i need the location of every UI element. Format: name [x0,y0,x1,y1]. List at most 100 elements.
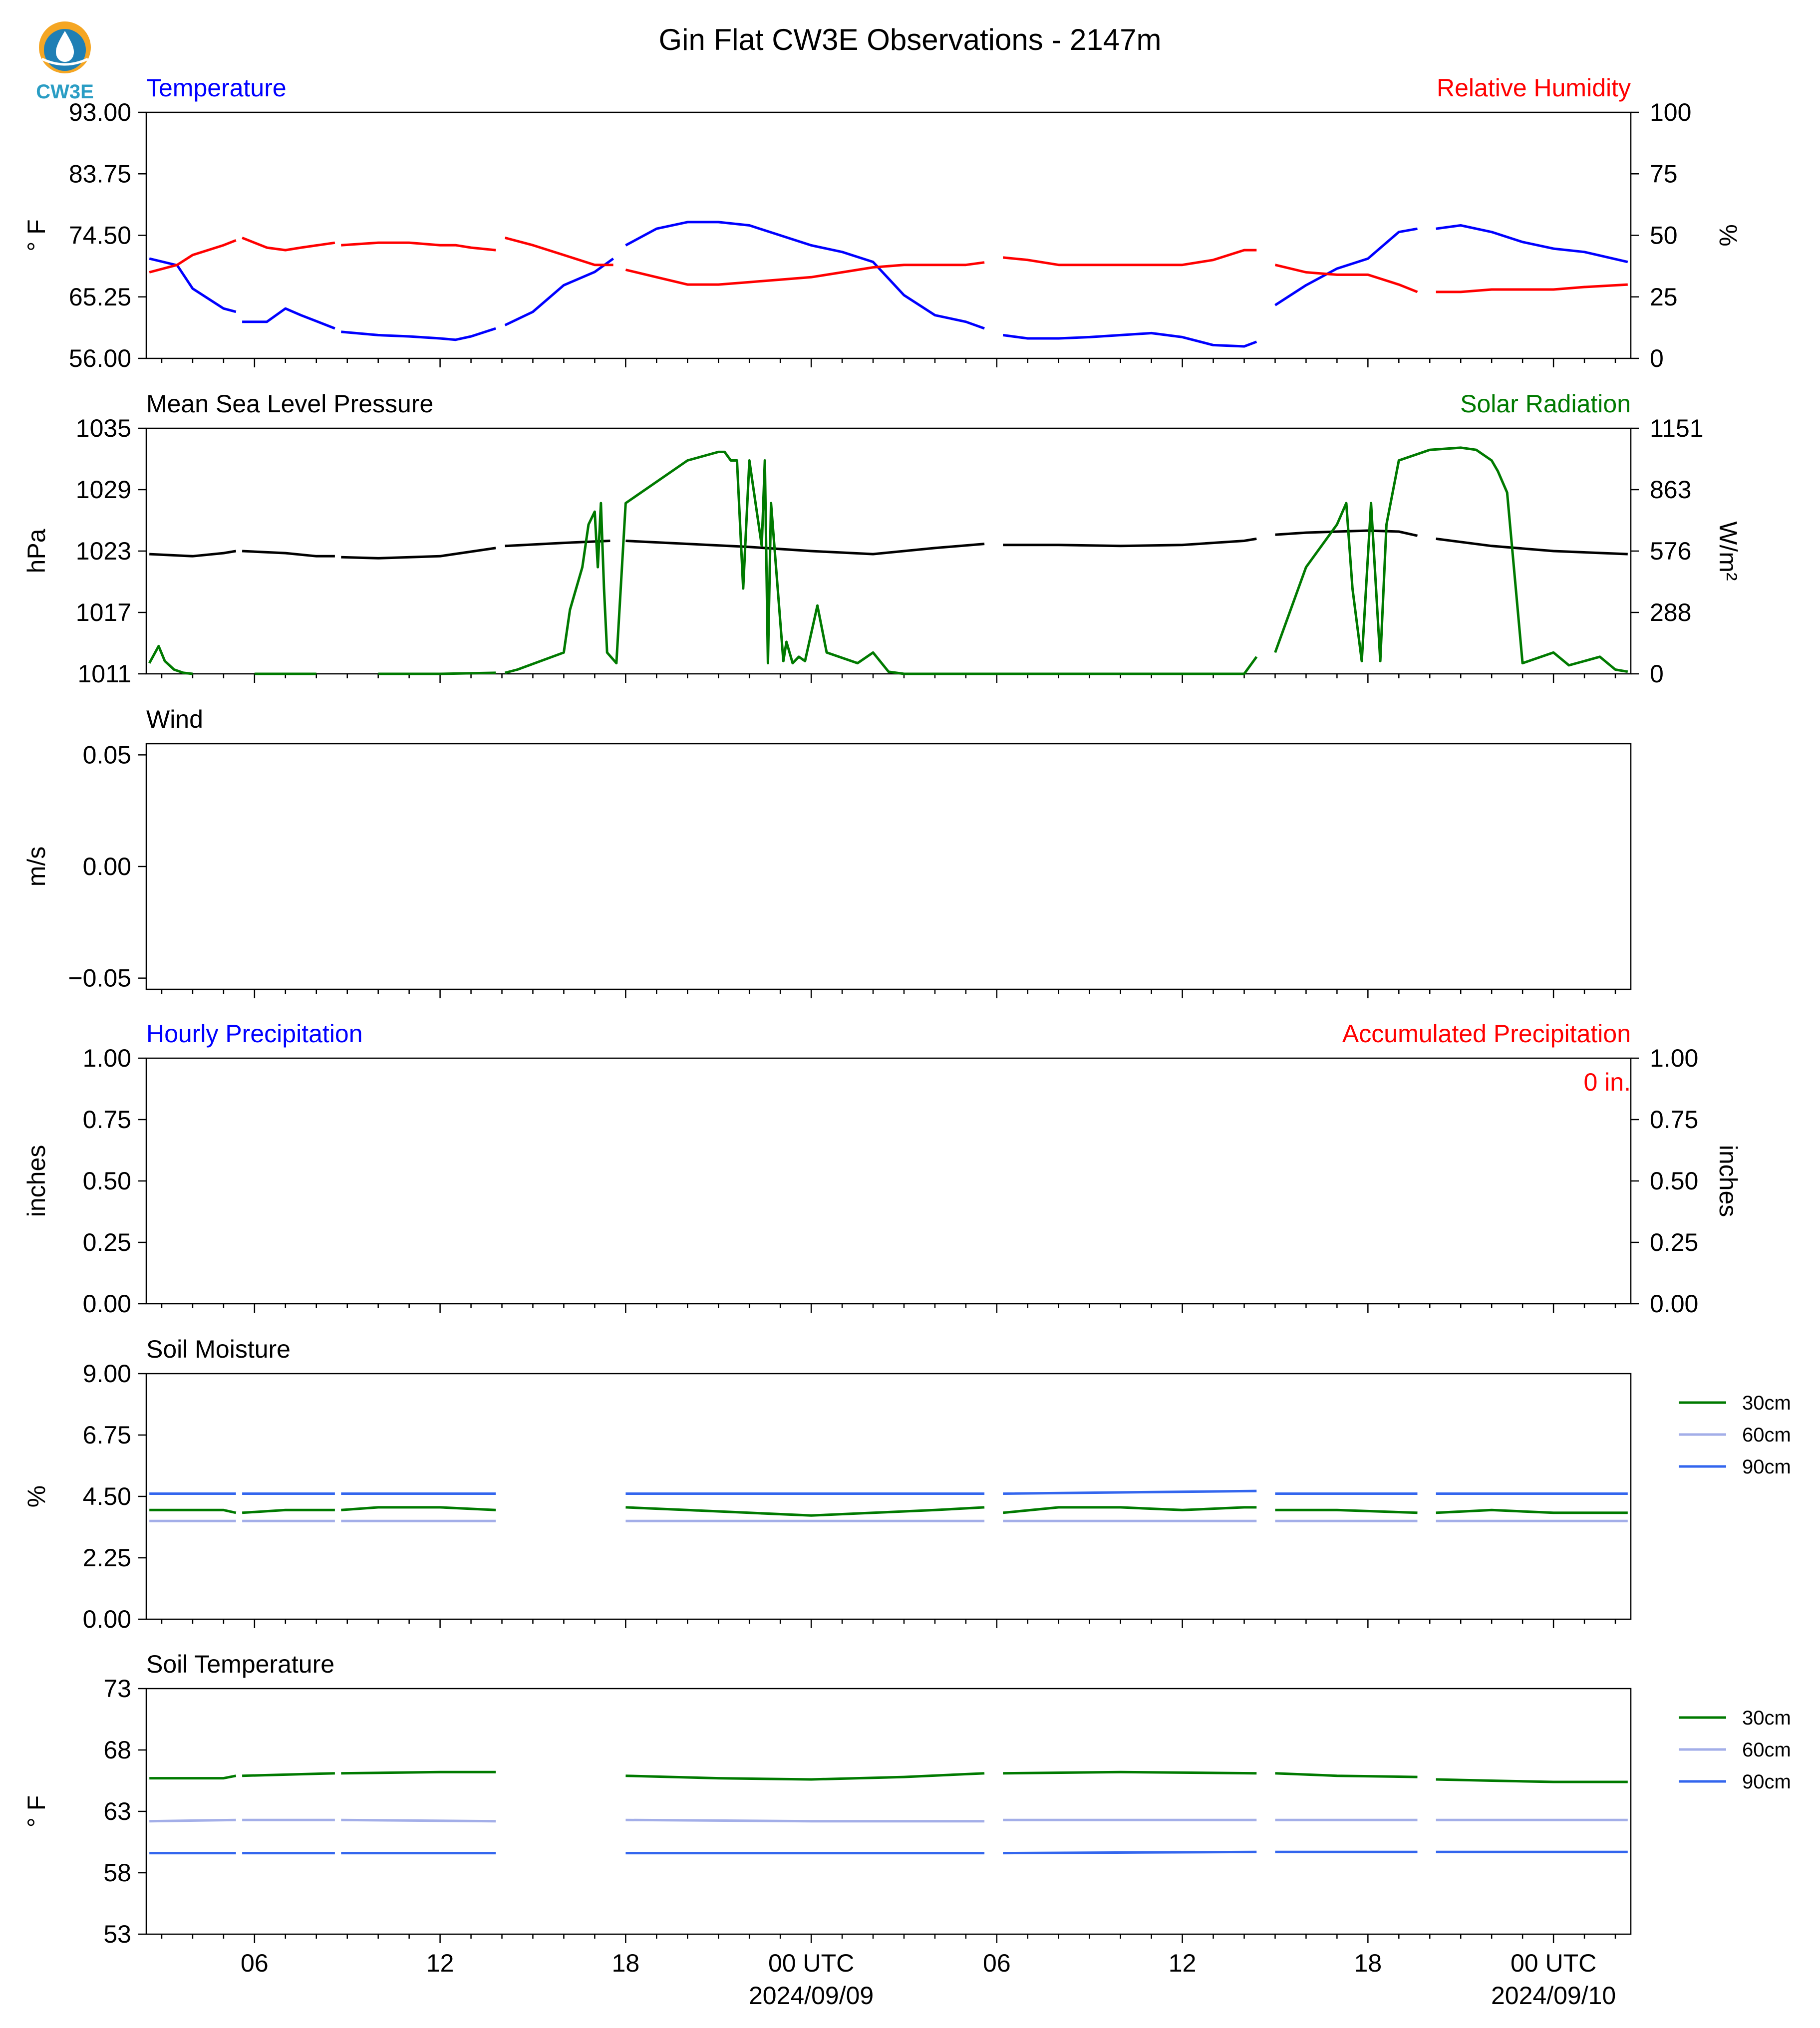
soil_moisture-series-30cm [149,1506,1628,1517]
y-right-tick-label: 288 [1650,598,1691,626]
panel-temperature: 93.00 83.75 74.50 65.25 56.00 ° F 100 75 50 25 0% T… [22,74,1742,372]
y-right-tick-label: 863 [1650,476,1691,504]
y-right-axis-label: W/m² [1714,521,1742,580]
legend-label: 90cm [1742,1456,1791,1478]
y-left-tick-label: 1011 [77,660,131,688]
y-left-tick-label: 2.25 [83,1544,131,1572]
plot-frame [145,1688,1632,1935]
y-right-tick-label: 0.00 [1650,1290,1698,1318]
temperature-series-relative-humidity [149,236,1628,293]
x-tick-label: 12 [426,1949,454,1977]
plot-frame [145,111,1632,359]
panel-left-title: Hourly Precipitation [146,1020,363,1048]
y-left-tick-label: 1029 [76,476,131,504]
y-left-tick-label: 56.00 [69,344,131,372]
y-right-tick-label: 1151 [1650,414,1704,442]
y-right-tick-label: 576 [1650,537,1691,565]
y-left-tick-label: 0.00 [83,853,131,880]
x-tick-label: 18 [1354,1949,1382,1977]
y-left-tick-label: 73 [103,1675,131,1703]
y-right-tick-label: 0 [1650,344,1664,372]
y-left-tick-label: 53 [103,1920,131,1948]
plot-frame [145,743,1632,990]
y-left-tick-label: 65.25 [69,283,131,311]
panel-left-title: Soil Moisture [146,1335,291,1363]
y-left-tick-label: 4.50 [83,1482,131,1510]
legend-label: 30cm [1742,1707,1791,1729]
panel-left-title: Soil Temperature [146,1650,334,1678]
y-right-tick-label: 75 [1650,160,1678,188]
panel-precip: 1.00 0.75 0.50 0.25 0.00 inches 1.00 0.75 0.50 0.… [22,1020,1742,1318]
y-left-tick-label: 68 [103,1736,131,1764]
y-left-tick-label: 0.25 [83,1228,131,1256]
panel-left-title: Wind [146,705,203,733]
y-right-tick-label: 25 [1650,283,1678,311]
y-left-tick-label: 93.00 [69,98,131,126]
panel-wind: 0.05 0.00 −0.05 m/s Wind [22,705,1632,998]
y-left-tick-label: 0.05 [83,741,131,769]
y-left-tick-label: 1017 [76,598,131,626]
y-left-tick-label: 0.50 [83,1167,131,1195]
x-tick-label: 12 [1169,1949,1197,1977]
soil_moisture-series-90cm [149,1489,1628,1495]
temperature-series-temperature [149,221,1628,348]
x-tick-date-label: 2024/09/10 [1491,1982,1616,2010]
y-left-axis-label: ° F [22,1795,50,1827]
x-tick-label: 00 UTC [768,1949,854,1977]
y-left-tick-label: 74.50 [69,222,131,250]
y-left-tick-label: 9.00 [83,1360,131,1388]
legend-label: 30cm [1742,1392,1791,1414]
y-left-tick-label: 0.00 [83,1605,131,1633]
y-right-tick-label: 0 [1650,660,1664,688]
y-right-axis-label: inches [1714,1145,1742,1217]
y-left-tick-label: 0.00 [83,1290,131,1318]
pressure-series-mean-sea-level-pressure [149,529,1628,560]
plot-frame [145,1373,1632,1620]
y-left-tick-label: −0.05 [68,964,131,992]
page-title: Gin Flat CW3E Observations - 2147m [658,23,1161,56]
soil_temp-series-30cm [149,1770,1628,1783]
y-left-axis-label: % [22,1485,50,1507]
x-tick-date-label: 2024/09/09 [749,1982,874,2010]
legend-label: 60cm [1742,1739,1791,1761]
y-right-tick-label: 1.00 [1650,1044,1698,1072]
y-right-tick-label: 100 [1650,98,1691,126]
y-right-tick-label: 0.25 [1650,1228,1698,1256]
y-left-tick-label: 58 [103,1859,131,1887]
panel-pressure: 1035 1029 1023 1017 1011 hPa 1151 863 576 288 0 W/m… [22,390,1742,688]
y-right-tick-label: 0.75 [1650,1106,1698,1134]
logo-text: CW3E [36,81,94,103]
y-left-tick-label: 1035 [76,414,131,442]
y-right-tick-label: 50 [1650,222,1678,250]
panel-right-title: Accumulated Precipitation [1342,1020,1631,1048]
legend-label: 90cm [1742,1771,1791,1793]
y-right-axis-label: % [1714,224,1742,246]
panel-right-title: Relative Humidity [1437,74,1631,102]
panel-left-title: Mean Sea Level Pressure [146,390,433,418]
panel-right-title: Solar Radiation [1460,390,1631,418]
y-left-axis-label: hPa [22,529,50,573]
logo-drop-icon [56,31,74,62]
y-left-axis-label: inches [22,1145,50,1217]
cw3e-logo: CW3E [36,21,94,103]
y-left-tick-label: 1023 [76,537,131,565]
pressure-series-solar-radiation [148,446,1628,675]
accumulated-total-label: 0 in. [1583,1068,1631,1096]
soil_temp-series-60cm [149,1818,1628,1823]
x-tick-label: 00 UTC [1511,1949,1596,1977]
y-left-tick-label: 83.75 [69,160,131,188]
plot-frame [145,1057,1632,1305]
y-left-tick-label: 6.75 [83,1421,131,1449]
y-right-tick-label: 0.50 [1650,1167,1698,1195]
x-tick-label: 06 [241,1949,269,1977]
x-tick-label: 18 [612,1949,640,1977]
y-left-axis-label: m/s [22,847,50,887]
panels-layer: 93.00 83.75 74.50 65.25 56.00 ° F 100 75 50 25 0% T… [22,74,1791,2010]
panel-left-title: Temperature [146,74,287,102]
panel-soil-moisture: 9.00 6.75 4.50 2.25 0.00% Soil Moisture 30cm 60… [22,1335,1791,1633]
y-left-axis-label: ° F [22,219,50,251]
plot-frame [145,427,1632,675]
y-left-tick-label: 1.00 [83,1044,131,1072]
